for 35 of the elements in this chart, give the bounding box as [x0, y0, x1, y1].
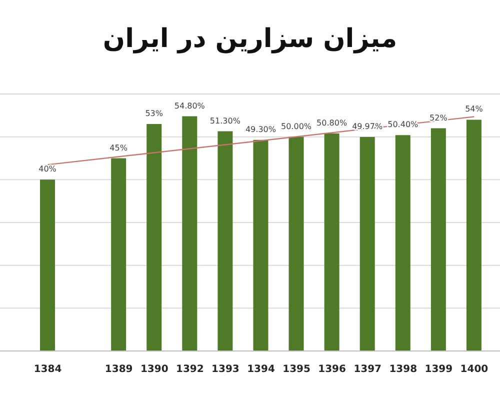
bar — [288, 136, 304, 351]
bar — [40, 180, 55, 351]
bar — [253, 140, 268, 351]
data-label: 54% — [465, 104, 484, 114]
data-label: 49.30% — [245, 124, 276, 134]
x-tick-label: 1397 — [354, 364, 382, 376]
x-tick-label: 1384 — [34, 364, 62, 376]
x-tick-label: 1393 — [212, 364, 240, 376]
x-tick-label: 1400 — [460, 364, 488, 376]
bar — [111, 158, 126, 351]
data-label: 45% — [110, 143, 128, 152]
bar — [218, 131, 233, 351]
bar — [430, 128, 446, 351]
x-tick-label: 1389 — [104, 364, 133, 376]
data-label: 52% — [430, 113, 448, 122]
bar — [395, 135, 410, 351]
x-tick-label: 1396 — [318, 364, 346, 376]
x-tick-label: 1398 — [389, 364, 418, 376]
bar — [324, 133, 340, 351]
x-tick-label: 1399 — [424, 364, 453, 376]
chart-title: میزان سزارین در ایران — [102, 24, 398, 54]
data-label: 51.30% — [210, 116, 241, 126]
bar — [360, 136, 375, 351]
bar — [466, 120, 482, 351]
bar — [182, 116, 198, 351]
data-label: 40% — [38, 164, 57, 174]
x-tick-label: 1392 — [176, 364, 204, 376]
x-tick-label: 1394 — [247, 364, 275, 376]
data-label: 50.00% — [281, 122, 312, 131]
data-label: 50.80% — [316, 118, 348, 128]
data-label: 54.80% — [174, 101, 206, 110]
bar — [146, 124, 162, 351]
data-label: 53% — [145, 108, 164, 118]
x-tick-label: 1390 — [140, 364, 168, 376]
x-tick-label: 1395 — [282, 364, 310, 376]
